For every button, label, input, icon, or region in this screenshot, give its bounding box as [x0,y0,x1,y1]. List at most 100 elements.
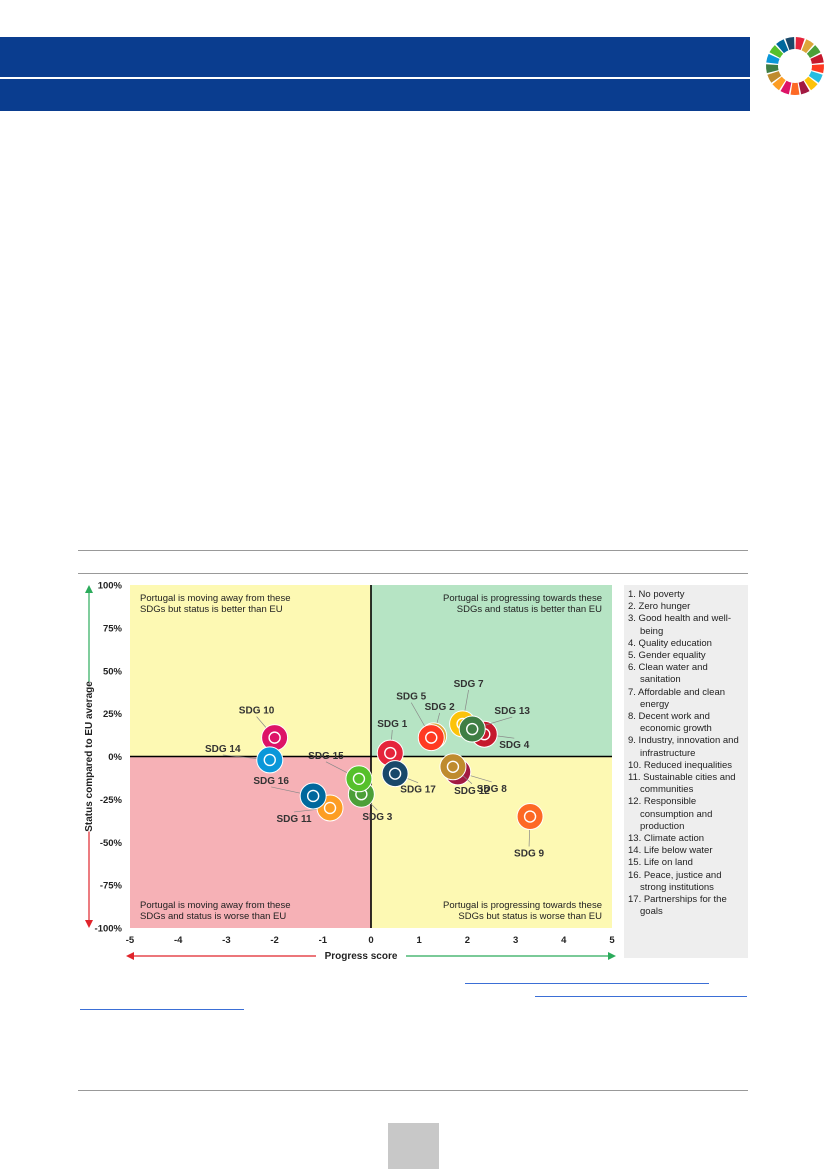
wheel-segment [804,76,818,91]
data-point-sdg-12: SDG 12 [439,753,490,797]
y-axis-title: Status compared to EU average [84,681,95,832]
quadrant-bottom-right [371,756,612,928]
x-tick-label: 5 [609,935,615,946]
point-label: SDG 13 [494,706,530,717]
wheel-segment [806,45,821,58]
y-tick-label: 25% [103,709,123,720]
quadrant-caption-bottom-right: SDGs but status is worse than EU [458,911,602,922]
point-label: SDG 3 [362,812,392,823]
y-tick-label: -50% [100,838,123,849]
quadrant-caption-bottom-right: Portugal is progressing towards these [443,900,602,911]
data-point-sdg-14: SDG 14 [205,744,284,774]
legend-item: strong institutions [640,881,714,893]
point-label: SDG 9 [514,849,544,860]
cubes-icon [523,810,537,823]
quadrant-caption-bottom-left: Portugal is moving away from these [140,900,290,911]
x-tick-label: -5 [126,935,135,946]
wheel-segment [769,45,784,58]
legend-item: 9. Industry, innovation and [628,735,739,747]
x-tick-label: -4 [174,935,183,946]
y-tick-label: -25% [100,795,123,806]
point-label: SDG 14 [205,744,241,755]
point-circle [261,724,289,752]
legend-item: 1. No poverty [628,589,685,600]
page-number-box [388,1123,439,1169]
quadrant-bottom-left [130,756,371,928]
divider-line [78,573,748,574]
sdg-legend: 1. No poverty 2. Zero hunger 3. Good healt… [624,585,748,958]
legend-item: 6. Clean water and [628,662,708,674]
point-label: SDG 7 [454,679,484,690]
point-label: SDG 2 [425,702,455,713]
legend-item: energy [640,698,670,710]
sdg-wheel-logo [766,37,824,95]
y-tick-label: 0% [108,752,122,763]
wheel-segment [801,39,814,54]
y-tick-label: -100% [95,924,123,935]
point-circle [439,753,467,781]
legend-item: 5. Gender equality [628,650,706,662]
wheel-segment [795,37,805,50]
x-tick-label: -1 [319,935,328,946]
data-point-sdg-15: SDG 15 [308,751,373,793]
point-circle [256,746,284,774]
wheel-segment [790,82,800,95]
legend-item: economic growth [640,723,712,735]
legend-item: production [640,820,685,832]
header-banner [0,37,750,77]
quadrant-top-left [130,585,371,757]
point-circle [381,760,409,788]
wheel-segment [766,53,780,64]
wheel-segment [772,76,786,91]
legend-item: 11. Sustainable cities and [628,772,736,784]
point-label: SDG 1 [377,719,407,730]
quadrant-caption-top-left: Portugal is moving away from these [140,593,290,604]
x-tick-label: 4 [561,935,567,946]
point-circle [345,765,373,793]
legend-item: being [640,625,664,637]
x-tick-label: 2 [465,935,470,946]
data-point-sdg-16: SDG 16 [253,776,327,810]
x-tick-label: 0 [368,935,373,946]
quadrant-caption-top-left: SDGs but status is better than EU [140,604,283,615]
gender-icon [425,731,438,744]
infinity-icon [446,760,460,773]
legend-item: 7. Affordable and clean [628,686,726,698]
header-subbanner [0,79,750,111]
legend-item: 15. Life on land [628,857,693,869]
wheel-segment [810,53,824,64]
x-tick-label: -3 [222,935,230,946]
point-label: SDG 16 [253,776,289,787]
quadrant-caption-top-right: SDGs and status is better than EU [457,604,602,615]
y-tick-label: 100% [98,581,123,592]
legend-item: infrastructure [640,747,696,759]
y-tick-label: 75% [103,623,123,634]
footnote-link[interactable] [80,1009,244,1010]
x-axis-title: Progress score [325,951,398,962]
legend-item: goals [640,906,663,918]
legend-item: communities [640,784,694,796]
wheel-segment [798,80,810,95]
eye-icon [466,722,479,736]
point-circle [417,724,445,752]
equality-icon [268,731,281,744]
x-tick-label: -2 [270,935,278,946]
footnote-link[interactable] [465,983,709,984]
wheel-segment [785,37,795,50]
wheel-segment [811,64,824,74]
point-label: SDG 11 [277,814,312,825]
legend-item: 16. Peace, justice and [628,869,722,881]
tree-icon [352,772,366,785]
point-label: SDG 8 [477,784,507,795]
legend-item: consumption and [640,808,713,820]
point-label: SDG 12 [454,786,490,797]
wheel-segment [808,71,823,83]
quadrant-caption-bottom-left: SDGs and status is worse than EU [140,911,286,922]
data-point-sdg-9: SDG 9 [514,803,545,860]
data-point-sdg-13: SDG 13 [458,706,530,743]
legend-item: 13. Climate action [628,833,705,845]
footnote-link[interactable] [535,996,747,997]
legend-item: 2. Zero hunger [628,601,691,613]
y-tick-label: -75% [100,881,123,892]
